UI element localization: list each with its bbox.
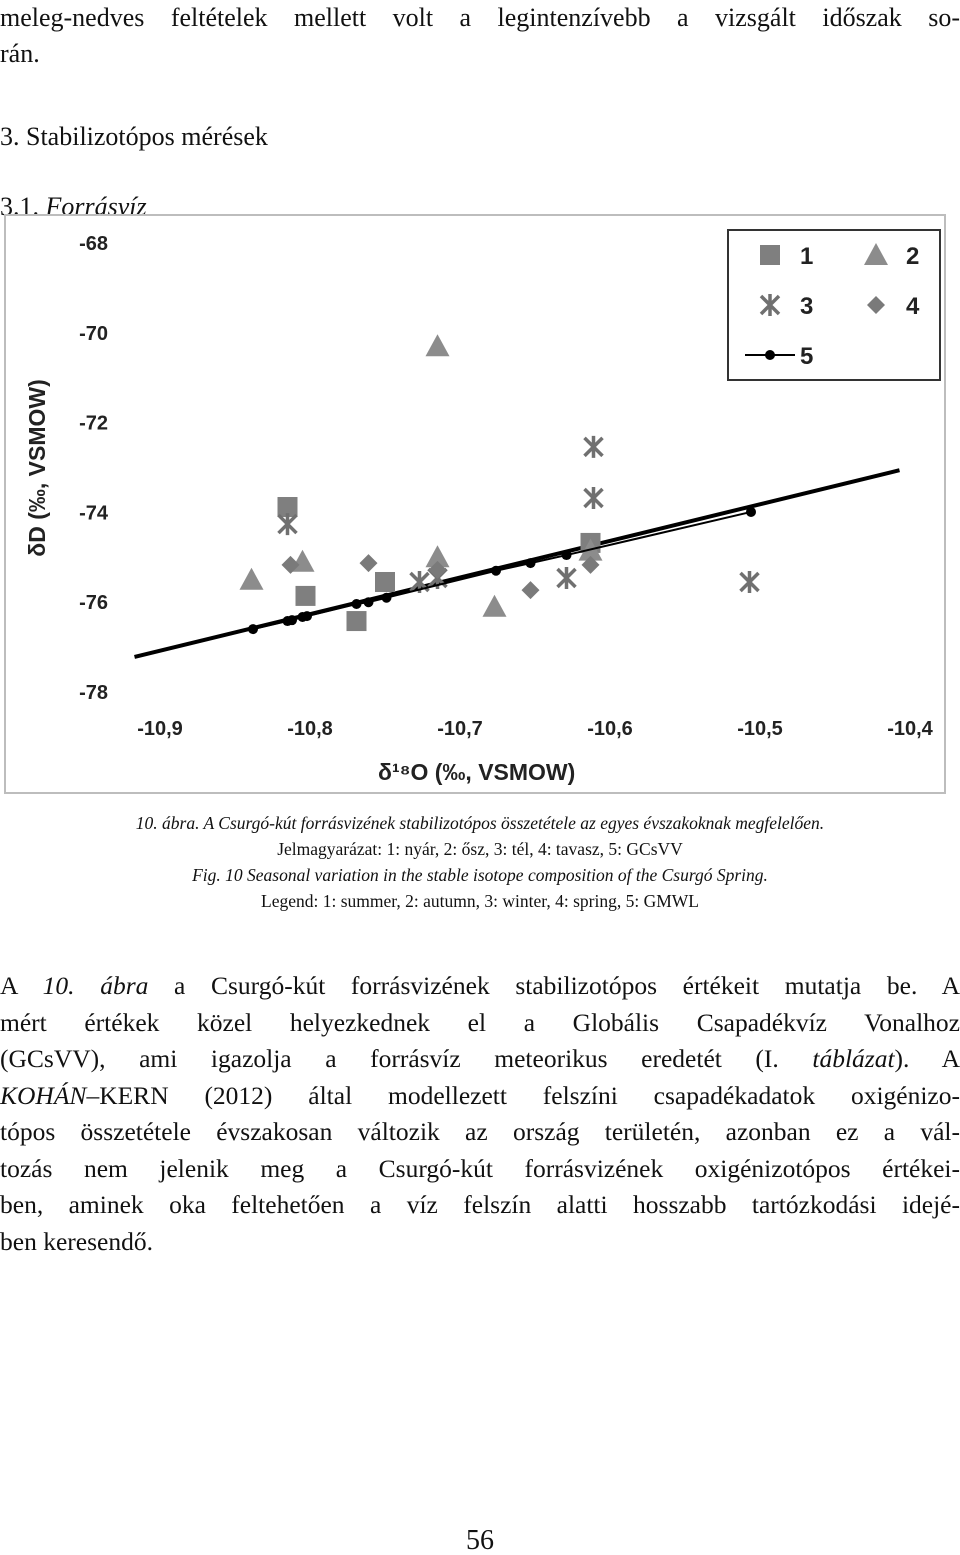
text-line: A 10. ábra a Csurgó-kút forrásvizének st… — [0, 968, 960, 1005]
text-line: meleg-nedves feltételek mellett volt a l… — [0, 0, 960, 36]
top-text: meleg-nedves feltételek mellett volt a l… — [0, 0, 960, 72]
marker-asterisk — [583, 487, 604, 510]
marker-triangle — [239, 567, 264, 590]
marker-square — [277, 497, 298, 518]
caption: 10. ábra. A Csurgó-kút forrásvizének sta… — [0, 810, 960, 914]
legend-label: 2 — [906, 243, 919, 270]
text-line: Fig. 10 Seasonal variation in the stable… — [0, 862, 960, 888]
text-line: rán. — [0, 36, 960, 72]
text-line: ben keresendő. — [0, 1224, 960, 1261]
text-line: 10. ábra. A Csurgó-kút forrásvizének sta… — [0, 810, 960, 836]
marker-circle — [363, 597, 374, 608]
text-run: (GCsVV), ami igazolja a forrásvíz meteor… — [0, 1044, 813, 1073]
y-tick-label: -68 — [79, 233, 108, 255]
legend-marker — [765, 350, 775, 360]
text-line: tópos összetétele évszakosan változik az… — [0, 1114, 960, 1151]
text-run: ben, aminek oka feltehetően a víz felszí… — [0, 1190, 960, 1219]
marker-diamond — [428, 560, 447, 579]
marker-square — [295, 585, 316, 606]
marker-circle — [525, 558, 536, 569]
text-run: A — [0, 971, 43, 1000]
text-line: (GCsVV), ami igazolja a forrásvíz meteor… — [0, 1041, 960, 1078]
marker-circle — [491, 565, 501, 576]
legend-marker — [864, 243, 888, 265]
text-line: ben, aminek oka feltehetően a víz felszí… — [0, 1187, 960, 1224]
text-line: KOHÁN–KERN (2012) által modellezett fels… — [0, 1078, 960, 1115]
page-number: 56 — [466, 1525, 494, 1555]
text-run: ). A — [894, 1044, 960, 1073]
text-run: tozás nem jelenik meg a Csurgó-kút forrá… — [0, 1153, 960, 1183]
x-tick-label: -10,7 — [437, 718, 483, 740]
text-line: mért értékek közel helyezkednek el a Glo… — [0, 1005, 960, 1042]
marker-diamond — [521, 581, 540, 600]
marker-triangle — [482, 594, 507, 617]
chart: δ¹⁸O (‰, VSMOW) δD (‰, VSMOW) -68 -70 -72 -… — [4, 214, 946, 794]
legend-marker — [759, 294, 781, 316]
legend-label: 4 — [906, 293, 920, 320]
y-tick-label: -74 — [79, 502, 109, 524]
marker-circle — [561, 550, 572, 561]
marker-asterisk — [739, 570, 760, 593]
trendline — [134, 468, 900, 659]
text-run: táblázat — [812, 1044, 895, 1073]
text-line: Jelmagyarázat: 1: nyár, 2: ősz, 3: tél, … — [0, 836, 960, 862]
text-run: rán. — [0, 39, 40, 68]
marker-asterisk — [583, 435, 604, 458]
x-tick-label: -10,4 — [887, 718, 933, 740]
x-tick-label: -10,9 — [137, 718, 183, 740]
marker-circle — [287, 615, 297, 626]
text-run: Fig. 10 Seasonal variation in the stable… — [192, 865, 768, 885]
text-run: ben keresendő. — [0, 1226, 153, 1256]
y-tick-label: -72 — [79, 413, 108, 435]
legend-label: 5 — [800, 343, 813, 370]
marker-circle — [351, 598, 362, 609]
text-run: 3. Stabilizotópos mérések — [0, 122, 268, 151]
marker-diamond — [581, 555, 600, 574]
legend-marker — [760, 245, 780, 265]
text-run: meleg-nedves feltételek mellett volt a l… — [0, 3, 960, 32]
marker-square — [346, 611, 367, 632]
text-run: tópos összetétele évszakosan változik az… — [0, 1117, 960, 1146]
text-run: –KERN (2012) által modellezett felszíni … — [86, 1080, 960, 1110]
text-run: a Csurgó-kút forrásvizének stabilizotópo… — [148, 971, 960, 1000]
body-text: A 10. ábra a Csurgó-kút forrásvizének st… — [0, 968, 960, 1260]
marker-circle — [381, 592, 392, 603]
marker-asterisk — [277, 513, 298, 536]
marker-diamond — [359, 554, 378, 573]
legend-marker — [867, 296, 885, 314]
marker-triangle — [425, 545, 450, 568]
text-run: mért értékek közel helyezkednek el a Glo… — [0, 1007, 960, 1037]
x-axis-label: δ¹⁸O (‰, VSMOW) — [378, 759, 575, 785]
marker-circle — [248, 624, 258, 635]
x-tick-label: -10,5 — [737, 718, 783, 740]
x-tick-label: -10,6 — [587, 718, 633, 740]
marker-circle — [302, 611, 312, 622]
y-tick-label: -76 — [79, 592, 108, 614]
y-axis-label: δD (‰, VSMOW) — [24, 379, 50, 557]
text-line: Legend: 1: summer, 2: autumn, 3: winter,… — [0, 888, 960, 914]
text-run: KOHÁN — [0, 1080, 87, 1110]
marker-asterisk — [556, 566, 577, 589]
marker-circle — [746, 506, 756, 517]
x-tick-label: -10,8 — [287, 718, 333, 740]
marker-square — [375, 571, 395, 592]
y-tick-label: -78 — [79, 682, 108, 704]
legend-label: 3 — [800, 293, 813, 320]
marker-triangle — [425, 334, 450, 357]
text-line: 3. Stabilizotópos mérések — [0, 102, 960, 172]
text-run: Jelmagyarázat: 1: nyár, 2: ősz, 3: tél, … — [277, 839, 683, 859]
text-run: 10. ábra. A Csurgó-kút forrásvizének sta… — [135, 813, 825, 833]
legend-label: 1 — [800, 243, 813, 270]
text-run: 10. ábra — [42, 971, 149, 1000]
text-run: Legend: 1: summer, 2: autumn, 3: winter,… — [261, 891, 699, 911]
text-line: tozás nem jelenik meg a Csurgó-kút forrá… — [0, 1151, 960, 1188]
marker-diamond — [281, 555, 300, 574]
y-tick-label: -70 — [79, 323, 108, 345]
